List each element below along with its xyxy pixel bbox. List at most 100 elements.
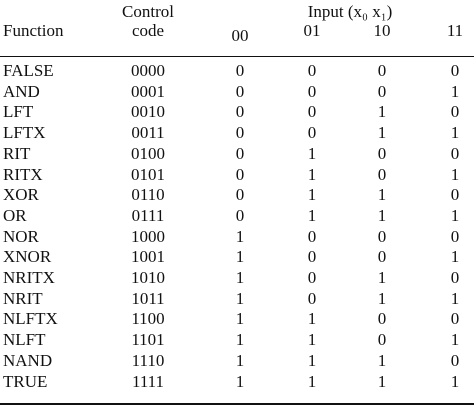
output-bit: 0 <box>307 102 317 122</box>
bottom-rule <box>0 403 474 405</box>
output-bit: 1 <box>307 205 317 225</box>
output-bit: 0 <box>235 61 245 80</box>
output-bit: 0 <box>235 102 245 122</box>
output-bit: 1 <box>450 288 460 308</box>
output-bit: 0 <box>235 81 245 101</box>
output-bit: 1 <box>235 309 245 329</box>
output-bit: 1 <box>450 371 460 391</box>
output-bit: 0 <box>450 309 460 329</box>
header-input-value: 00 <box>231 26 249 45</box>
header-control: code <box>131 21 165 40</box>
control-code: 0101 <box>131 164 165 184</box>
header-input-value: 11 <box>446 21 464 40</box>
output-bit: 1 <box>307 164 317 184</box>
output-bit: 0 <box>377 309 387 329</box>
control-code: 0001 <box>131 81 165 101</box>
header-input-value: 01 <box>303 21 321 40</box>
function-name: LFTX <box>3 123 46 143</box>
output-bit: 1 <box>377 102 387 122</box>
function-name: NAND <box>3 350 53 370</box>
output-bit: 0 <box>450 185 460 205</box>
output-bit: 1 <box>307 309 317 329</box>
output-bit: 1 <box>235 226 245 246</box>
control-code: 1101 <box>131 330 165 350</box>
output-bit: 0 <box>235 123 245 143</box>
output-bit: 1 <box>377 288 387 308</box>
function-name: NOR <box>3 226 39 246</box>
function-name: RITX <box>3 164 43 184</box>
function-name: LFT <box>3 102 34 122</box>
function-name: FALSE <box>3 61 54 80</box>
output-bit: 0 <box>307 247 317 267</box>
function-name: NLFT <box>3 330 46 350</box>
header-function: Function <box>3 21 64 40</box>
output-bit: 1 <box>235 371 245 391</box>
control-code: 0011 <box>131 123 165 143</box>
output-bit: 0 <box>307 226 317 246</box>
output-bit: 1 <box>377 268 387 287</box>
control-code: 1000 <box>131 226 165 246</box>
output-bit: 1 <box>450 123 460 143</box>
output-bit: 0 <box>235 164 245 184</box>
output-bit: 0 <box>450 268 460 287</box>
output-bit: 1 <box>450 205 460 225</box>
control-code: 0010 <box>131 102 165 122</box>
output-bit: 1 <box>450 247 460 267</box>
output-bit: 1 <box>377 185 387 205</box>
function-name: NLFTX <box>3 309 58 329</box>
output-bit: 0 <box>307 268 317 287</box>
output-bit: 0 <box>450 143 460 163</box>
output-bit: 1 <box>235 268 245 287</box>
output-bit: 0 <box>377 81 387 101</box>
control-code: 0110 <box>131 185 165 205</box>
output-bit: 1 <box>235 288 245 308</box>
output-bit: 0 <box>377 247 387 267</box>
control-code: 1010 <box>131 268 165 287</box>
control-code: 0000 <box>131 61 165 80</box>
output-bit: 0 <box>377 330 387 350</box>
header-input-value: 10 <box>373 21 391 40</box>
function-name: XNOR <box>3 247 52 267</box>
control-code: 1110 <box>131 350 165 370</box>
header-rule <box>0 56 474 57</box>
function-name: AND <box>3 81 40 101</box>
output-bit: 1 <box>450 81 460 101</box>
output-bit: 0 <box>377 61 387 80</box>
output-bit: 0 <box>450 102 460 122</box>
output-bit: 1 <box>377 205 387 225</box>
output-bit: 1 <box>307 185 317 205</box>
output-bit: 0 <box>307 81 317 101</box>
output-bit: 1 <box>377 123 387 143</box>
output-bit: 1 <box>450 330 460 350</box>
output-bit: 0 <box>235 143 245 163</box>
output-bit: 1 <box>235 330 245 350</box>
control-code: 1100 <box>131 309 165 329</box>
output-bit: 1 <box>450 164 460 184</box>
control-code: 0111 <box>131 205 165 225</box>
output-bit: 0 <box>377 164 387 184</box>
function-name: RIT <box>3 143 31 163</box>
output-bit: 1 <box>235 350 245 370</box>
output-bit: 0 <box>450 61 460 80</box>
output-bit: 0 <box>307 123 317 143</box>
output-bit: 0 <box>235 185 245 205</box>
output-bit: 1 <box>307 371 317 391</box>
output-bit: 1 <box>377 350 387 370</box>
control-code: 1011 <box>131 288 165 308</box>
output-bit: 1 <box>307 350 317 370</box>
output-bit: 0 <box>235 205 245 225</box>
header-input: Input (x₀ x₁) <box>307 2 393 21</box>
function-name: NRITX <box>3 268 55 287</box>
output-bit: 1 <box>307 330 317 350</box>
output-bit: 0 <box>307 61 317 80</box>
output-bit: 0 <box>450 350 460 370</box>
output-bit: 0 <box>450 226 460 246</box>
output-bit: 0 <box>377 226 387 246</box>
output-bit: 1 <box>377 371 387 391</box>
output-bit: 1 <box>307 143 317 163</box>
control-code: 1001 <box>131 247 165 267</box>
function-name: OR <box>3 205 27 225</box>
function-name: NRIT <box>3 288 43 308</box>
output-bit: 1 <box>235 247 245 267</box>
